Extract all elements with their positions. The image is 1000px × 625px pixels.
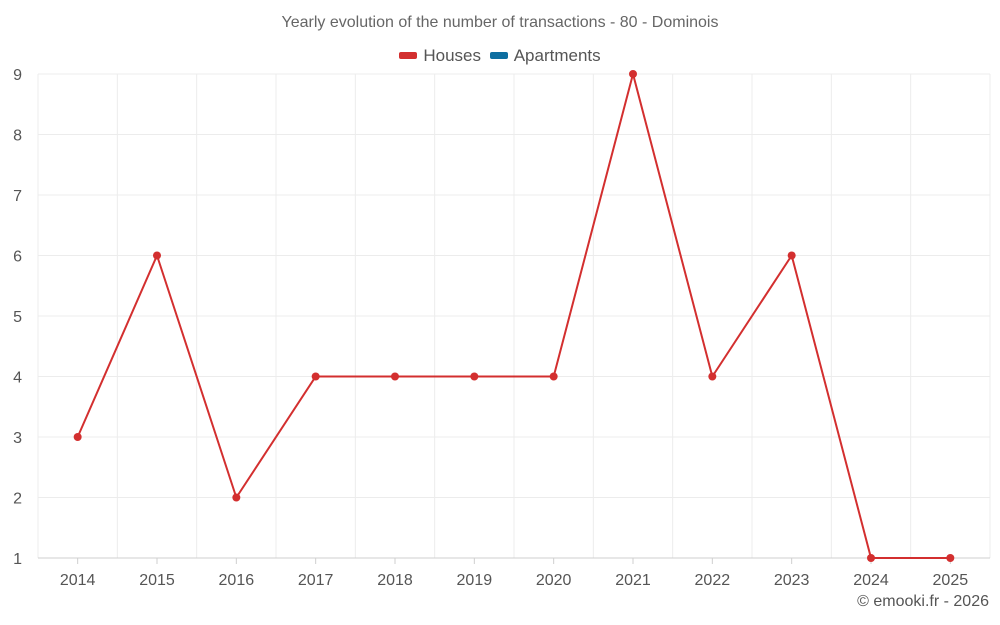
x-tick-label: 2019 xyxy=(457,572,493,589)
y-tick-label: 3 xyxy=(13,430,22,447)
x-tick-label: 2025 xyxy=(933,572,969,589)
y-tick-label: 5 xyxy=(13,309,22,326)
data-point-houses[interactable] xyxy=(946,554,955,562)
x-tick-label: 2017 xyxy=(298,572,334,589)
x-tick-label: 2023 xyxy=(774,572,810,589)
data-point-houses[interactable] xyxy=(153,251,161,260)
y-tick-label: 7 xyxy=(13,188,22,205)
x-tick-label: 2022 xyxy=(695,572,731,589)
legend-label-houses: Houses xyxy=(423,45,481,65)
legend-swatch-apartments xyxy=(489,52,508,59)
legend: Houses Apartments xyxy=(0,44,1000,66)
data-point-houses[interactable] xyxy=(232,493,241,502)
chart-title: Yearly evolution of the number of transa… xyxy=(281,14,719,31)
legend-label-apartments: Apartments xyxy=(513,45,601,65)
data-point-houses[interactable] xyxy=(549,372,558,381)
axes: 1 2 3 4 5 6 7 8 9 2014 2015 2016 2017 2018 2019 2020 202… xyxy=(13,67,968,589)
x-tick-label: 2021 xyxy=(615,572,651,589)
grid xyxy=(37,73,991,559)
series xyxy=(73,70,955,562)
x-tick-label: 2015 xyxy=(139,572,175,589)
x-tick-label: 2014 xyxy=(60,572,96,589)
y-tick-label: 1 xyxy=(13,551,22,568)
legend-item-apartments[interactable]: Apartments xyxy=(489,45,601,66)
y-tick-label: 2 xyxy=(13,491,22,508)
data-point-houses[interactable] xyxy=(73,433,82,441)
x-tick-label: 2024 xyxy=(853,572,889,589)
copyright-footer: © emooki.fr - 2026 xyxy=(857,593,989,610)
data-point-houses[interactable] xyxy=(708,372,717,381)
data-point-houses[interactable] xyxy=(629,70,637,78)
y-tick-label: 6 xyxy=(13,249,22,266)
legend-item-houses[interactable]: Houses xyxy=(399,46,481,66)
y-tick-label: 4 xyxy=(13,370,22,387)
x-tick-label: 2018 xyxy=(377,572,413,589)
x-tick-label: 2020 xyxy=(536,572,572,589)
y-tick-label: 8 xyxy=(13,128,22,145)
legend-swatch-houses xyxy=(399,52,418,59)
data-point-houses[interactable] xyxy=(867,554,875,562)
data-point-houses[interactable] xyxy=(470,372,479,381)
data-point-houses[interactable] xyxy=(311,372,320,381)
y-tick-label: 9 xyxy=(13,67,22,84)
data-point-houses[interactable] xyxy=(391,372,399,381)
series-line-houses xyxy=(76,73,951,559)
x-tick-label: 2016 xyxy=(219,572,255,589)
data-point-houses[interactable] xyxy=(787,251,796,260)
